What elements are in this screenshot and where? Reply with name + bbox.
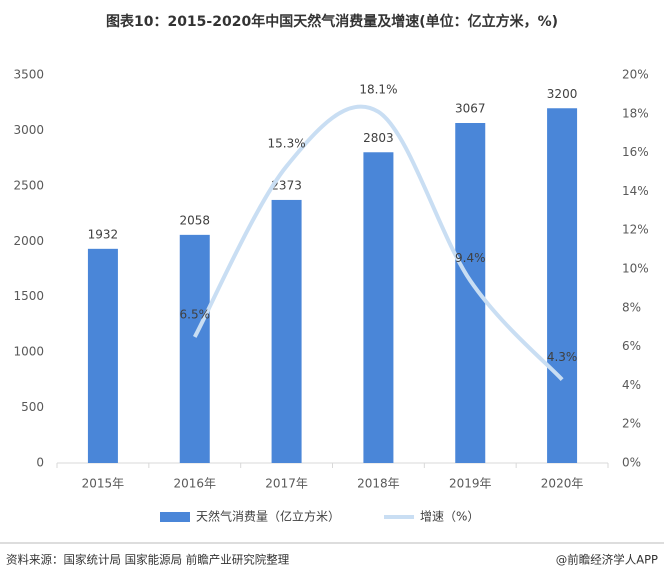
y2-tick-label: 14% xyxy=(622,184,649,198)
bar-value-label: 3067 xyxy=(455,102,486,116)
line-value-label: 6.5% xyxy=(180,307,211,321)
source: 资料来源：国家统计局 国家能源局 前瞻产业研究院整理 xyxy=(6,553,290,567)
y2-tick-label: 8% xyxy=(622,300,641,314)
bar xyxy=(179,234,210,463)
line-value-label: 9.4% xyxy=(455,251,486,265)
y2-tick-label: 12% xyxy=(622,223,649,237)
x-tick-label: 2018年 xyxy=(357,477,400,491)
y-tick-label: 2500 xyxy=(13,178,44,192)
y2-tick-label: 20% xyxy=(622,68,649,82)
bar xyxy=(271,199,302,463)
bar-value-label: 2058 xyxy=(179,213,210,227)
credit: @前瞻经济学人APP xyxy=(556,553,658,567)
bar xyxy=(363,152,394,463)
y2-tick-label: 4% xyxy=(622,378,641,392)
x-tick-label: 2019年 xyxy=(449,477,492,491)
y2-tick-label: 2% xyxy=(622,417,641,431)
y-tick-label: 0 xyxy=(36,456,44,470)
y-tick-label: 1500 xyxy=(13,289,44,303)
line-value-label: 4.3% xyxy=(547,350,578,364)
x-tick-label: 2017年 xyxy=(265,477,308,491)
x-tick-label: 2020年 xyxy=(541,477,584,491)
bar xyxy=(87,248,118,463)
y-tick-label: 1000 xyxy=(13,345,44,359)
y-tick-label: 500 xyxy=(21,400,44,414)
line xyxy=(192,104,564,381)
bar-value-label: 2373 xyxy=(271,178,302,192)
line-value-label: 15.3% xyxy=(268,137,306,151)
line-value-label: 18.1% xyxy=(359,82,397,96)
legend-label: 增速（%） xyxy=(420,510,479,524)
legend-label: 天然气消费量（亿立方米） xyxy=(196,509,340,524)
bar-value-label: 1932 xyxy=(88,227,119,241)
y2-tick-label: 10% xyxy=(622,262,649,276)
legend-swatch xyxy=(160,512,190,522)
y2-tick-label: 6% xyxy=(622,339,641,353)
chart-title: 图表10：2015-2020年中国天然气消费量及增速(单位：亿立方米，%) xyxy=(106,13,558,30)
x-tick-label: 2016年 xyxy=(173,477,216,491)
bar-value-label: 3200 xyxy=(547,87,578,101)
y2-tick-label: 18% xyxy=(622,106,649,120)
y-tick-label: 3000 xyxy=(13,123,44,137)
bar xyxy=(547,108,578,463)
bar-value-label: 2803 xyxy=(363,131,394,145)
x-tick-label: 2015年 xyxy=(82,477,125,491)
y-tick-label: 2000 xyxy=(13,234,44,248)
y-tick-label: 3500 xyxy=(13,68,44,82)
y2-tick-label: 0% xyxy=(622,456,641,470)
y2-tick-label: 16% xyxy=(622,145,649,159)
